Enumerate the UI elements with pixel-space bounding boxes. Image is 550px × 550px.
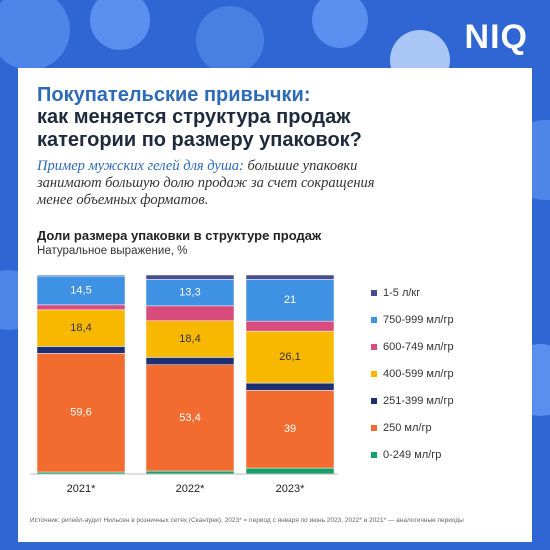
legend-label: 250 мл/гр xyxy=(383,422,432,434)
bar-segment xyxy=(36,304,126,311)
title: Покупательские привычки: xyxy=(37,84,311,106)
chart-title: Доли размера упаковки в структуре продаж xyxy=(37,228,322,243)
data-label: 59,6 xyxy=(70,407,91,419)
legend-label: 251-399 мл/гр xyxy=(383,395,454,407)
bar-segment xyxy=(245,330,335,384)
bar-segment xyxy=(36,275,126,306)
bar-segment xyxy=(245,279,335,322)
bar-segment xyxy=(145,279,235,307)
data-label: 18,4 xyxy=(70,322,91,334)
legend-swatch xyxy=(371,371,377,377)
title: как меняется структура продаж категории … xyxy=(37,106,362,151)
x-tick-label: 2022* xyxy=(176,483,205,495)
legend-swatch xyxy=(371,425,377,431)
legend-swatch xyxy=(371,344,377,350)
legend-swatch xyxy=(371,317,377,323)
bar-segment xyxy=(145,364,235,472)
data-label: 26,1 xyxy=(279,351,300,363)
lead-text: большие упаковки занимают большую долю п… xyxy=(37,158,375,208)
legend-label: 600-749 мл/гр xyxy=(383,341,454,353)
source: Источник: ритейл-аудит Нильсен в розничн… xyxy=(30,517,464,524)
legend-label: 1-5 л/кг xyxy=(383,287,420,299)
data-label: 39 xyxy=(284,423,296,435)
bar-segment xyxy=(36,309,126,347)
lead: Пример мужских гелей для душа: большие у… xyxy=(37,158,407,209)
logo: NIQ xyxy=(464,18,528,56)
bar-segment xyxy=(145,274,235,280)
legend-swatch xyxy=(371,398,377,404)
data-label: 18,4 xyxy=(179,333,200,345)
bar-segment xyxy=(245,320,335,332)
bar-segment xyxy=(36,346,126,354)
bar-segment xyxy=(245,274,335,280)
legend-label: 400-599 мл/гр xyxy=(383,368,454,380)
legend-label: 750-999 мл/гр xyxy=(383,314,454,326)
legend-swatch xyxy=(371,452,377,458)
bar-segment xyxy=(245,467,335,475)
data-label: 21 xyxy=(284,294,296,306)
bar-segment xyxy=(245,390,335,469)
lead-emphasis: Пример мужских гелей для душа: xyxy=(37,158,244,174)
data-label: 14,5 xyxy=(70,284,91,296)
bar-segment xyxy=(36,353,126,473)
bar-segment xyxy=(145,357,235,365)
chart-subtitle: Натуральное выражение, % xyxy=(37,245,188,257)
x-tick-label: 2023* xyxy=(276,483,305,495)
x-tick-label: 2021* xyxy=(67,483,96,495)
bar-segment xyxy=(245,382,335,391)
bar-segment xyxy=(145,305,235,322)
bar-segment xyxy=(145,320,235,358)
legend-label: 0-249 мл/гр xyxy=(383,449,441,461)
bar-segment xyxy=(36,274,126,277)
data-label: 13,3 xyxy=(179,287,200,299)
legend-swatch xyxy=(371,290,377,296)
data-label: 53,4 xyxy=(179,412,200,424)
